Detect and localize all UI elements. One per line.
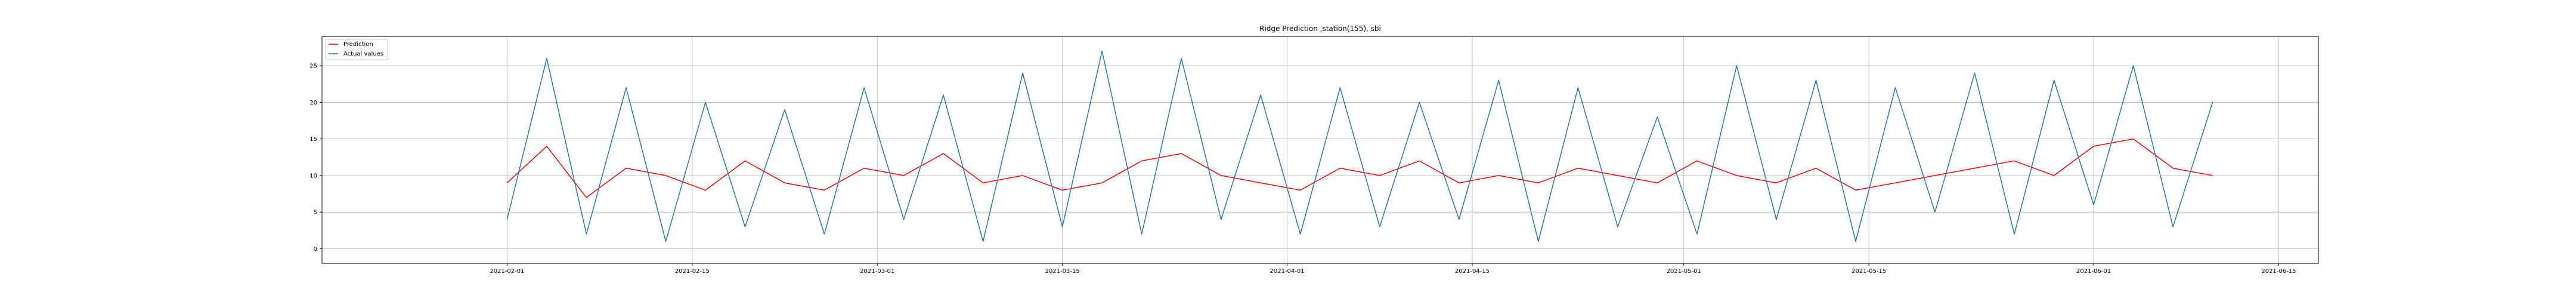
grid <box>322 36 2318 263</box>
x-tick-label: 2021-02-15 <box>675 268 710 275</box>
series-lines <box>506 50 2213 242</box>
y-tick-label: 15 <box>309 136 317 143</box>
x-tick-label: 2021-06-01 <box>2076 268 2111 275</box>
legend: Prediction Actual values <box>325 39 388 60</box>
x-axis: 2021-02-01 2021-02-15 2021-03-01 2021-03-15… <box>490 263 2296 275</box>
y-tick-label: 25 <box>309 63 317 70</box>
x-tick-label: 2021-02-01 <box>490 268 524 275</box>
legend-box <box>325 39 388 60</box>
chart-title: Ridge Prediction ,station(155), sbi <box>1259 24 1381 33</box>
x-tick-label: 2021-04-01 <box>1270 268 1305 275</box>
y-tick-label: 10 <box>309 173 317 179</box>
y-tick-label: 20 <box>309 100 317 106</box>
x-tick-label: 2021-03-01 <box>860 268 894 275</box>
x-tick-label: 2021-05-01 <box>1667 268 1701 275</box>
y-tick-label: 5 <box>314 210 317 216</box>
legend-label-actual: Actual values <box>343 51 383 57</box>
x-tick-label: 2021-06-15 <box>2261 268 2296 275</box>
x-tick-label: 2021-05-15 <box>1852 268 1886 275</box>
y-axis: 0 5 10 15 20 25 <box>309 63 322 253</box>
x-tick-label: 2021-03-15 <box>1045 268 1080 275</box>
prediction-line <box>506 138 2213 198</box>
y-tick-label: 0 <box>314 246 317 253</box>
plot-area <box>322 36 2318 263</box>
legend-label-prediction: Prediction <box>343 41 373 48</box>
x-tick-label: 2021-04-15 <box>1455 268 1490 275</box>
actual-values-line <box>506 50 2213 242</box>
plot-frame <box>321 36 2319 264</box>
